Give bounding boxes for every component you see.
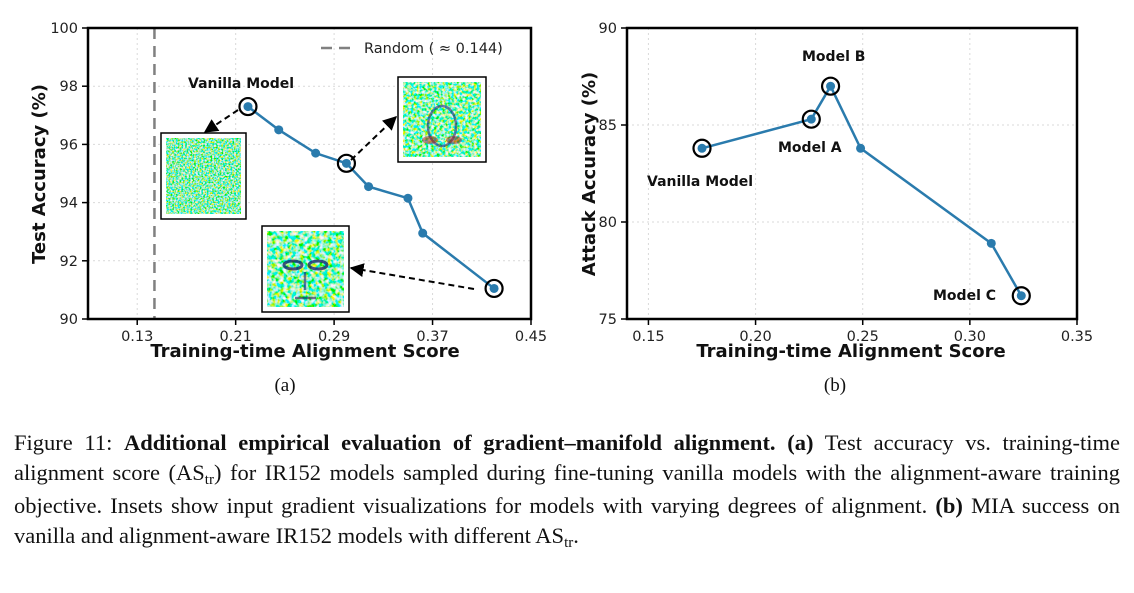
data-point xyxy=(364,182,374,192)
data-point xyxy=(418,228,428,238)
data-point xyxy=(274,125,284,135)
caption-subscript: tr xyxy=(204,472,214,488)
annotation-model-a: Model A xyxy=(778,140,842,156)
caption-part-b-label: (b) xyxy=(935,493,963,518)
y-tick-label: 75 xyxy=(599,312,617,328)
data-points xyxy=(697,81,1026,301)
y-tick-label: 90 xyxy=(599,21,617,37)
y-tick-label: 80 xyxy=(599,215,617,231)
panel-b: 0.15 0.20 0.25 0.30 0.35 75 80 85 90 Vanilla Mod… xyxy=(579,21,1093,396)
x-tick-label: 0.13 xyxy=(121,329,153,345)
y-tick-label: 90 xyxy=(60,312,78,328)
highlight-circle xyxy=(820,76,841,96)
highlight-circle xyxy=(801,109,821,129)
highlight-circle xyxy=(1011,286,1031,306)
caption-part-a-label: (a) xyxy=(787,430,814,455)
x-tick-label: 0.29 xyxy=(318,329,350,345)
inset-input-gradient-aligned xyxy=(261,225,350,313)
annotation-model-b: Model B xyxy=(802,49,865,65)
plot-frame xyxy=(625,26,1079,321)
series-line xyxy=(701,83,1023,297)
inset-arrow xyxy=(203,109,239,133)
plot-frame xyxy=(86,26,533,321)
y-tick-label: 100 xyxy=(50,21,78,37)
x-tick-label: 0.21 xyxy=(220,329,252,345)
highlight-circle xyxy=(336,153,357,173)
data-point xyxy=(1016,291,1026,301)
y-axis-label: Attack Accuracy (%) xyxy=(579,72,600,276)
inset-input-gradient-vanilla xyxy=(160,132,247,220)
data-point xyxy=(826,81,836,91)
x-tick-label: 0.45 xyxy=(515,329,547,345)
x-tick-label: 0.20 xyxy=(739,329,771,345)
y-tick-label: 98 xyxy=(60,79,78,95)
panel-label-b: (b) xyxy=(824,375,846,396)
y-axis-label: Test Accuracy (%) xyxy=(29,84,50,264)
highlight-circle xyxy=(692,138,712,158)
highlight-circle xyxy=(484,278,504,299)
x-tick-label: 0.35 xyxy=(1061,329,1093,345)
annotation-vanilla-model: Vanilla Model xyxy=(188,76,294,92)
x-tick-label: 0.30 xyxy=(954,329,986,345)
data-points xyxy=(243,102,499,293)
caption-part-a-text: Test accuracy vs. training-time alignmen… xyxy=(14,430,1121,485)
data-point xyxy=(986,238,996,248)
x-tick-label: 0.25 xyxy=(847,329,879,345)
data-point xyxy=(311,148,321,158)
y-tick-label: 92 xyxy=(60,254,78,270)
data-point xyxy=(489,283,499,293)
caption-end: . xyxy=(573,523,579,548)
caption-figure-label: Figure 11: xyxy=(14,430,113,455)
caption-subscript: tr xyxy=(564,535,574,551)
y-tick-label: 85 xyxy=(599,118,617,134)
data-point xyxy=(341,158,351,168)
legend: Random ( ≈ 0.144) xyxy=(321,41,503,57)
x-axis-label: Training-time Alignment Score xyxy=(150,341,459,362)
annotation-model-c: Model C xyxy=(933,288,996,304)
annotation-vanilla-model: Vanilla Model xyxy=(647,174,753,190)
highlight-circles xyxy=(238,96,504,299)
y-tick-label: 96 xyxy=(60,137,78,153)
tick-labels: 0.15 0.20 0.25 0.30 0.35 75 80 85 90 xyxy=(599,21,1094,345)
data-point xyxy=(243,102,253,112)
x-tick-label: 0.15 xyxy=(632,329,664,345)
data-point xyxy=(403,193,413,203)
panel-label-a: (a) xyxy=(274,375,295,396)
highlight-circles xyxy=(692,76,1031,306)
legend-label: Random ( ≈ 0.144) xyxy=(364,41,503,57)
data-point xyxy=(806,114,816,124)
x-tick-label: 0.37 xyxy=(416,329,448,345)
caption-part-b-text: MIA success on vanilla and alignment-awa… xyxy=(14,493,1121,548)
highlight-circle xyxy=(238,96,258,117)
data-point xyxy=(697,143,707,153)
x-axis-label: Training-time Alignment Score xyxy=(696,341,1005,362)
caption-title: Additional empirical evaluation of gradi… xyxy=(124,430,776,455)
y-tick-label: 94 xyxy=(60,196,78,212)
inset-input-gradient-mid xyxy=(397,76,487,163)
series-line xyxy=(247,105,495,290)
figure-caption: Figure 11: Additional empirical evaluati… xyxy=(14,428,1120,554)
data-point xyxy=(856,143,866,153)
inset-arrow xyxy=(350,116,398,161)
inset-arrow xyxy=(349,263,475,290)
caption-part-a-text: ) for IR152 models sampled during fine-t… xyxy=(14,460,1120,518)
